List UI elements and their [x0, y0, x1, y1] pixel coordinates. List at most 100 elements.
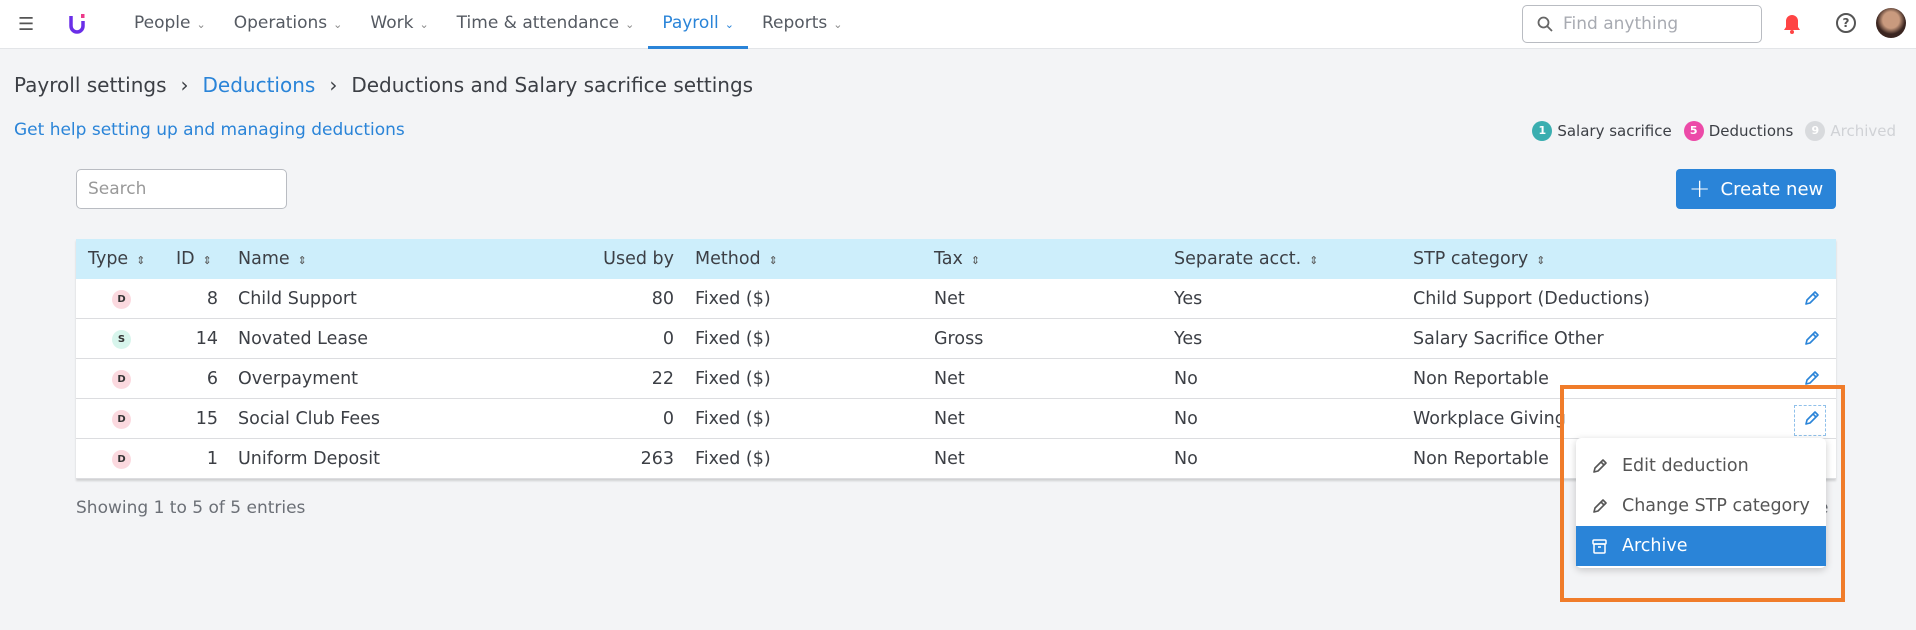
header-label: Separate acct. [1174, 249, 1302, 269]
tax-cell: Gross [934, 329, 984, 349]
edit-row-button[interactable] [1796, 359, 1826, 402]
header-label: Name [238, 249, 290, 269]
deductions-table: Type ⇕ ID ⇕ Name ⇕ Used by Method ⇕ Tax ⇕ Sep… [76, 239, 1836, 479]
header-name[interactable]: Name ⇕ [238, 239, 307, 281]
create-new-button[interactable]: + Create new [1676, 169, 1836, 209]
chevron-down-icon: ⌄ [333, 18, 343, 31]
global-search-input[interactable]: Find anything [1522, 5, 1762, 43]
highlight-box [1560, 385, 1845, 602]
header-tax[interactable]: Tax ⇕ [934, 239, 980, 281]
used-by-cell: 0 [662, 409, 674, 429]
menu-item-archive[interactable]: Archive [1576, 526, 1826, 566]
chevron-down-icon: ⌄ [625, 18, 635, 31]
table-row: S 14 Novated Lease 0 Fixed ($) Gross Yes… [76, 319, 1836, 359]
legend-label: Archived [1830, 122, 1896, 140]
nav-label: Work [370, 13, 414, 33]
type-badge: D [112, 449, 131, 469]
breadcrumb-deductions[interactable]: Deductions [202, 73, 316, 97]
top-nav: ☰ People ⌄ Operations ⌄ Work ⌄ Time & atten… [0, 0, 1916, 49]
sort-icon: ⇕ [1309, 254, 1319, 267]
pencil-icon [1804, 411, 1819, 425]
type-badge: D [112, 289, 131, 309]
count-badge: 5 [1683, 121, 1704, 141]
help-icon[interactable]: ? [1836, 13, 1856, 33]
tax-cell: Net [934, 449, 965, 469]
name-cell: Social Club Fees [238, 409, 381, 429]
method-cell: Fixed ($) [695, 329, 771, 349]
id-cell: 6 [206, 369, 218, 389]
sort-icon: ⇕ [1536, 254, 1546, 267]
table-row: D 1 Uniform Deposit 263 Fixed ($) Net No… [76, 439, 1836, 479]
tax-cell: Net [934, 369, 965, 389]
breadcrumb-payroll-settings[interactable]: Payroll settings [14, 73, 167, 97]
pencil-icon [1804, 291, 1819, 305]
legend-label: Salary sacrifice [1557, 122, 1672, 140]
nav-reports[interactable]: Reports ⌄ [748, 0, 856, 49]
method-cell: Fixed ($) [695, 409, 771, 429]
header-label: Method [695, 249, 761, 269]
legend-archived[interactable]: 9 Archived [1805, 121, 1896, 141]
header-label: Type [88, 249, 129, 269]
nav-label: Payroll [662, 13, 719, 33]
table-row: D 8 Child Support 80 Fixed ($) Net Yes C… [76, 279, 1836, 319]
tax-cell: Net [934, 409, 965, 429]
table-header: Type ⇕ ID ⇕ Name ⇕ Used by Method ⇕ Tax ⇕ Sep… [76, 239, 1836, 279]
sort-icon: ⇕ [768, 254, 778, 267]
header-label: Tax [934, 249, 963, 269]
hamburger-menu-icon[interactable]: ☰ [18, 14, 35, 35]
header-type[interactable]: Type ⇕ [88, 239, 145, 281]
nav-payroll[interactable]: Payroll ⌄ [648, 0, 748, 49]
nav-label: Reports [762, 13, 828, 33]
legend-salary-sacrifice[interactable]: 1 Salary sacrifice [1532, 121, 1672, 141]
table-row: D 6 Overpayment 22 Fixed ($) Net No Non … [76, 359, 1836, 399]
separate-acct-cell: No [1174, 449, 1198, 469]
sort-icon: ⇕ [297, 254, 307, 267]
separate-acct-cell: No [1174, 409, 1198, 429]
row-actions-menu: Edit deduction Change STP category Archive [1576, 438, 1826, 568]
avatar[interactable] [1876, 8, 1906, 38]
type-cell: D [112, 279, 131, 319]
logo[interactable] [68, 12, 86, 36]
nav-label: Time & attendance [456, 13, 620, 33]
type-badge: D [112, 409, 131, 429]
legend-label: Deductions [1708, 122, 1794, 140]
legend-deductions[interactable]: 5 Deductions [1683, 121, 1794, 141]
nav-operations[interactable]: Operations ⌄ [220, 0, 357, 49]
separate-acct-cell: No [1174, 369, 1198, 389]
search-placeholder: Find anything [1563, 14, 1679, 34]
used-by-cell: 263 [640, 449, 674, 469]
used-by-cell: 80 [651, 289, 674, 309]
header-method[interactable]: Method ⇕ [695, 239, 778, 281]
type-badge: D [112, 369, 131, 389]
header-stp-category[interactable]: STP category ⇕ [1413, 239, 1545, 281]
create-label: Create new [1720, 178, 1824, 200]
nav-time-attendance[interactable]: Time & attendance ⌄ [443, 0, 649, 49]
chevron-down-icon: ⌄ [196, 18, 206, 31]
search-icon [1537, 16, 1553, 32]
separate-acct-cell: Yes [1174, 329, 1203, 349]
entries-count: Showing 1 to 5 of 5 entries [76, 498, 306, 518]
name-cell: Child Support [238, 289, 357, 309]
id-cell: 1 [206, 449, 218, 469]
menu-item-edit-deduction[interactable]: Edit deduction [1576, 446, 1826, 486]
pencil-icon [1804, 331, 1819, 345]
edit-row-button[interactable] [1796, 279, 1826, 322]
plus-icon: + [1688, 174, 1711, 204]
pencil-icon [1593, 458, 1607, 473]
edit-row-button[interactable] [1796, 319, 1826, 362]
nav-work[interactable]: Work ⌄ [356, 0, 442, 49]
help-link[interactable]: Get help setting up and managing deducti… [14, 120, 405, 140]
archive-icon [1592, 538, 1607, 554]
edit-row-button[interactable] [1796, 399, 1826, 442]
type-cell: D [112, 399, 131, 439]
header-label: ID [176, 249, 195, 269]
nav-people[interactable]: People ⌄ [120, 0, 220, 49]
header-separate-acct[interactable]: Separate acct. ⇕ [1174, 239, 1318, 281]
table-search-input[interactable]: Search [76, 169, 287, 209]
id-cell: 8 [206, 289, 218, 309]
header-id[interactable]: ID ⇕ [176, 239, 212, 281]
menu-item-change-stp-category[interactable]: Change STP category [1576, 486, 1826, 526]
chevron-down-icon: ⌄ [724, 18, 734, 31]
bell-icon[interactable] [1783, 14, 1801, 34]
stp-category-cell: Workplace Giving [1413, 409, 1566, 429]
